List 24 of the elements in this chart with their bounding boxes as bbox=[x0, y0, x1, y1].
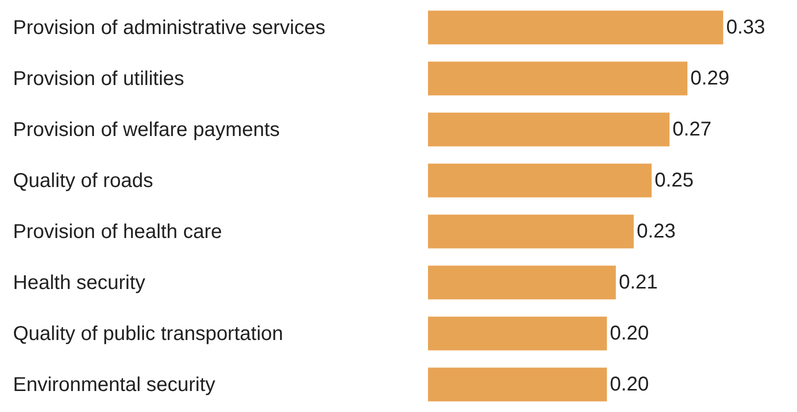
bar bbox=[428, 368, 607, 402]
data-label: 0.29 bbox=[690, 68, 730, 90]
y-tick-label: Environmental security bbox=[13, 374, 216, 396]
bar bbox=[428, 214, 634, 248]
y-tick-label: Provision of welfare payments bbox=[13, 119, 280, 141]
bar bbox=[428, 112, 670, 146]
data-label: 0.21 bbox=[618, 272, 658, 294]
y-tick-label: Provision of administrative services bbox=[13, 17, 326, 39]
bar bbox=[428, 266, 616, 300]
y-tick-label: Quality of roads bbox=[13, 170, 154, 192]
y-tick-label: Provision of health care bbox=[13, 221, 222, 243]
data-label: 0.25 bbox=[654, 170, 694, 192]
y-tick-label: Provision of utilities bbox=[13, 68, 184, 90]
bar bbox=[428, 316, 607, 350]
data-label: 0.23 bbox=[636, 220, 676, 242]
y-tick-label: Health security bbox=[13, 272, 146, 294]
data-label: 0.20 bbox=[610, 322, 649, 344]
data-label: 0.33 bbox=[726, 16, 766, 38]
data-label: 0.27 bbox=[672, 118, 712, 140]
y-tick-label: Quality of public transportation bbox=[13, 323, 284, 345]
bar bbox=[428, 10, 724, 44]
bar bbox=[428, 62, 688, 96]
data-label: 0.20 bbox=[610, 374, 649, 396]
bar bbox=[428, 164, 652, 198]
